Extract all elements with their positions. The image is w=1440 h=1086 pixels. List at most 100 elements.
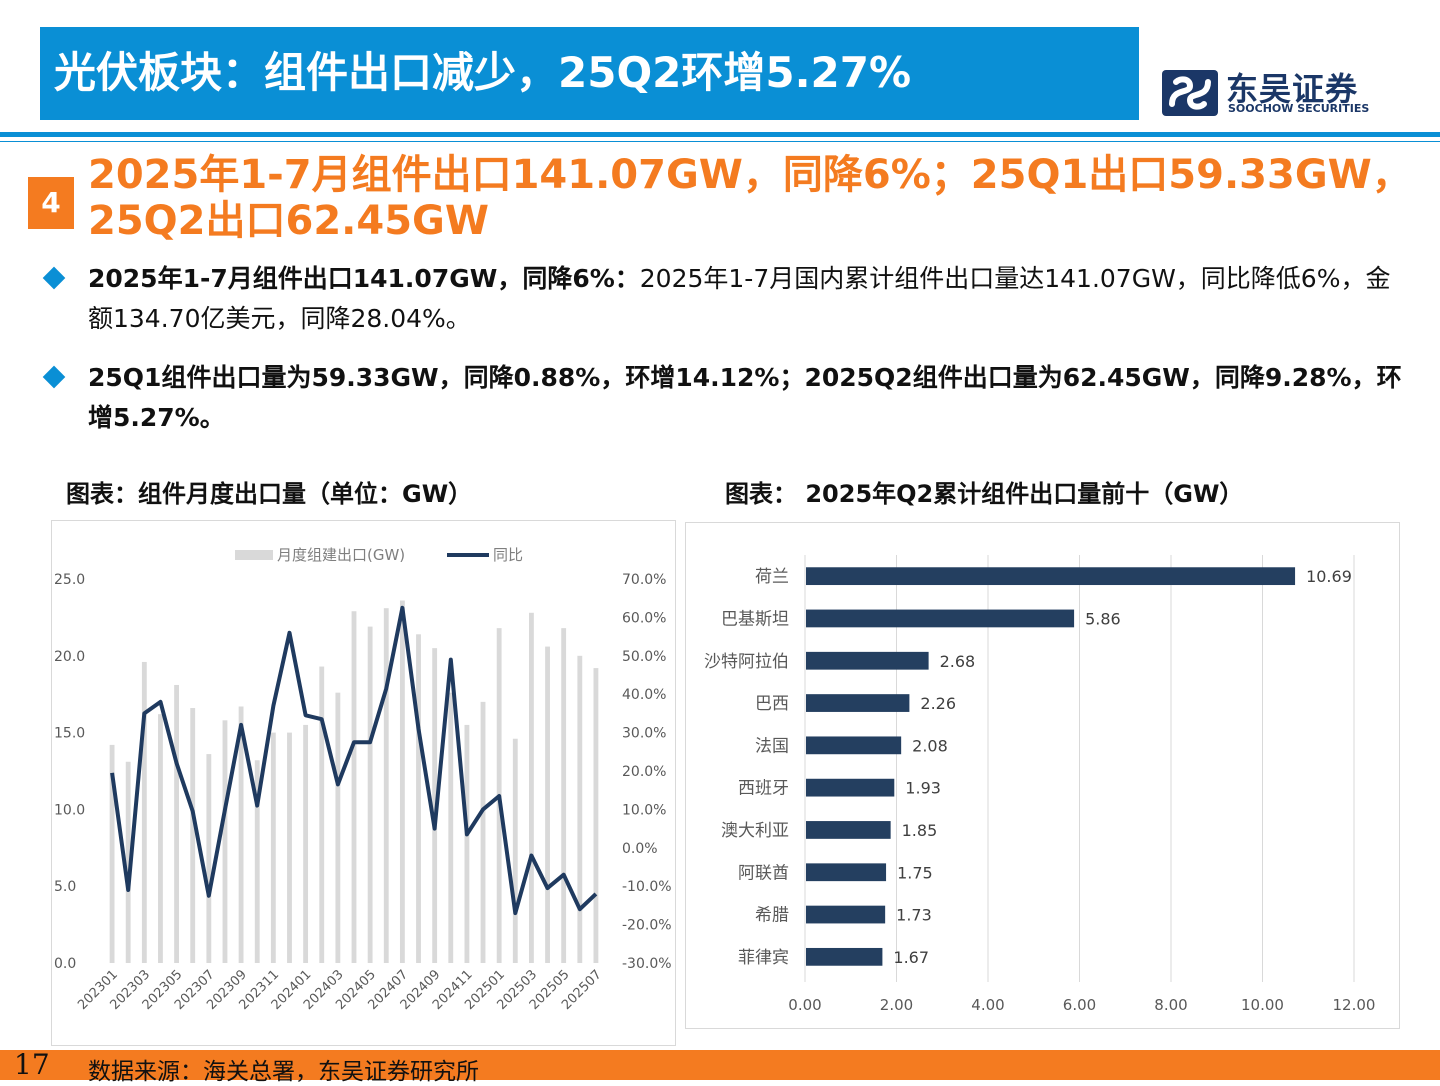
y-left-tick-label: 10.0 [54,802,85,818]
right-chart-frame: 0.00 2.00 4.00 6.00 8.00 10.00 12.00 荷兰 10.69 巴基斯… [685,522,1400,1029]
country-bar [806,863,887,882]
value-label: 1.73 [896,906,932,925]
export-bar [593,668,599,963]
export-bar [416,634,421,963]
export-bar [303,724,309,963]
export-bar [141,661,147,963]
export-bar [383,608,389,963]
value-label: 1.93 [905,779,941,798]
header-divider-thin [0,141,1440,142]
country-bar [806,947,883,966]
y-right-tick-label: 20.0% [622,764,666,780]
export-bar [545,646,550,963]
y-left-tick-label: 5.0 [54,879,76,895]
right-chart-title: 图表： 2025年Q2累计组件出口量前十（GW） [725,480,1244,508]
monthly-export-chart: 月度组建出口(GW) 同比 0.0 5.0 10.0 15.0 20.0 25.0 -30.0%… [54,546,672,1013]
y-left-tick-label: 0.0 [54,956,76,972]
value-label: 2.68 [940,652,976,671]
country-bar [806,609,1075,628]
y-left-tick-label: 15.0 [54,726,85,742]
export-bar [190,708,196,963]
export-bar [448,692,454,963]
category-label: 澳大利亚 [721,821,789,841]
category-label: 希腊 [755,906,789,926]
y-right-tick-label: 40.0% [622,687,666,703]
export-bar [561,628,567,963]
top10-export-chart: 0.00 2.00 4.00 6.00 8.00 10.00 12.00 荷兰 10.69 巴基斯… [704,555,1376,1014]
y-right-tick-label: 10.0% [622,802,666,818]
export-bar [109,744,115,963]
y-right-tick-label: 60.0% [622,610,666,626]
country-bar [806,694,910,712]
legend-label-bars: 月度组建出口(GW) [277,546,405,564]
category-label: 西班牙 [738,779,789,799]
export-bar [335,692,341,963]
value-label: 10.69 [1306,567,1352,586]
y-right-tick-label: 70.0% [622,572,666,588]
logo-text-cn: 东吴证券 [1226,70,1359,108]
category-label: 阿联酋 [738,863,789,883]
export-bar [432,648,438,963]
x-tick-label: 10.00 [1241,996,1284,1014]
export-bar [512,738,518,963]
export-bar [125,761,131,963]
value-label: 5.86 [1085,609,1121,628]
country-bar [806,736,902,755]
country-bar [806,905,886,924]
export-bar [287,732,292,963]
y-right-tick-label: 30.0% [622,726,666,742]
page-number: 17 [14,1048,50,1081]
export-bar [238,706,244,963]
y-left-tick-label: 20.0 [54,649,85,665]
bullet-2-bold: 25Q1组件出口量为59.33GW，同降0.88%，环增14.12%；2025Q… [88,363,1402,432]
x-tick-label: 8.00 [1154,996,1187,1014]
country-bar [806,778,895,797]
left-chart-frame: 月度组建出口(GW) 同比 0.0 5.0 10.0 15.0 20.0 25.0 -30.0%… [51,520,676,1046]
soochow-logo-icon [1162,70,1218,116]
category-label: 菲律宾 [738,948,789,968]
x-tick-label: 6.00 [1063,996,1096,1014]
x-tick-label: 12.00 [1333,996,1376,1014]
legend-label-line: 同比 [493,546,523,564]
logo-text-en: SOOCHOW SECURITIES [1228,102,1370,115]
y-right-tick-label: -30.0% [622,956,672,972]
category-label: 巴西 [755,694,789,714]
diamond-bullet-icon [42,266,66,290]
legend-bar-swatch [235,550,273,560]
section-headline: 2025年1-7月组件出口141.07GW，同降6%；25Q1出口59.33GW… [88,152,1412,244]
export-bar [222,720,228,963]
bullet-1-text: 2025年1-7月国内累计组件出口量达141.07GW，同比降低6%，金额134… [88,264,1391,333]
yoy-line [110,605,598,916]
value-label: 2.08 [912,736,948,755]
x-tick-label: 4.00 [971,996,1004,1014]
export-bar [174,684,179,963]
country-bar [806,821,891,839]
value-label: 1.67 [893,948,929,967]
export-bar [158,714,163,963]
export-bar [480,701,486,963]
export-bar [577,655,583,963]
export-bar [319,666,325,963]
y-right-tick-label: 0.0% [622,841,658,857]
value-label: 1.75 [897,863,933,882]
bullet-1-bold: 2025年1-7月组件出口141.07GW，同降6%： [88,264,640,293]
y-right-tick-label: -10.0% [622,879,672,895]
value-label: 1.85 [902,821,938,840]
export-bar [367,626,373,963]
page-title: 光伏板块：组件出口减少，25Q2环增5.27% [54,48,912,97]
export-bar [399,600,405,963]
export-bar [351,611,357,963]
footer-bar [0,1050,1440,1080]
value-label: 2.26 [920,694,956,713]
header-divider [0,132,1440,137]
category-label: 沙特阿拉伯 [704,652,789,672]
export-bar [254,760,260,963]
category-label: 荷兰 [755,567,789,587]
export-bar [464,724,470,963]
left-chart-title: 图表：组件月度出口量（单位：GW） [66,480,473,508]
bullet-1: 2025年1-7月组件出口141.07GW，同降6%：2025年1-7月国内累计… [42,259,1406,339]
export-bar [270,732,276,963]
data-source: 数据来源：海关总署，东吴证券研究所 [88,1059,479,1085]
diamond-bullet-icon [42,365,66,389]
company-logo: 东吴证券 SOOCHOW SECURITIES [1160,64,1375,120]
